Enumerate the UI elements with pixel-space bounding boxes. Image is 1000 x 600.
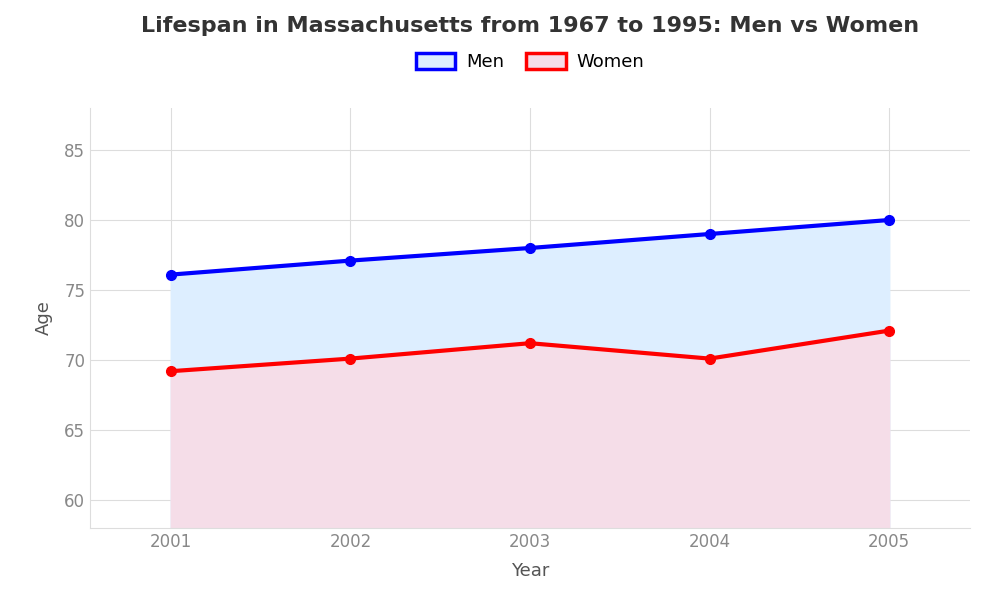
Title: Lifespan in Massachusetts from 1967 to 1995: Men vs Women: Lifespan in Massachusetts from 1967 to 1… bbox=[141, 16, 919, 35]
Y-axis label: Age: Age bbox=[35, 301, 53, 335]
Legend: Men, Women: Men, Women bbox=[409, 46, 651, 79]
X-axis label: Year: Year bbox=[511, 562, 549, 580]
